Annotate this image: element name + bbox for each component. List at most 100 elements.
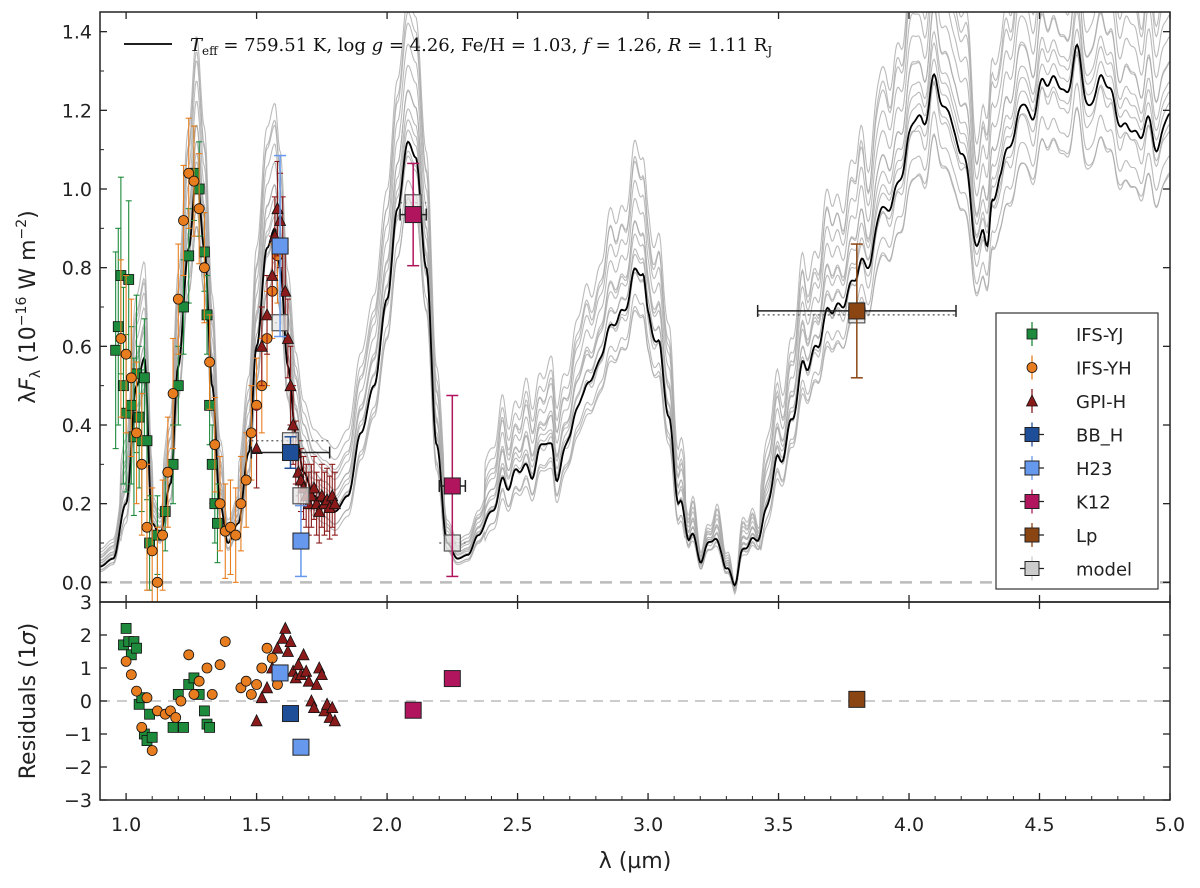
model-family-curve bbox=[100, 106, 1170, 591]
model-phot-square bbox=[292, 487, 310, 505]
data-point bbox=[157, 529, 169, 541]
y-tick-label: 1.4 bbox=[62, 22, 92, 44]
legend-label: model bbox=[1076, 560, 1132, 581]
legend-marker bbox=[1024, 527, 1040, 543]
best-fit-label: Teff = 759.51 K, log g = 4.26, Fe/H = 1.… bbox=[124, 35, 772, 58]
residual-point bbox=[271, 641, 284, 654]
data-point bbox=[313, 504, 326, 517]
residual-point bbox=[326, 700, 339, 713]
spectrum-y-axis-label: λFλ (10−16 W m−2) bbox=[14, 210, 44, 404]
data-point bbox=[279, 284, 292, 297]
residual-point bbox=[250, 713, 263, 727]
data-point bbox=[112, 321, 124, 333]
residual-point bbox=[201, 662, 213, 674]
y-tick-label: 0.0 bbox=[62, 572, 92, 594]
residual-phot-k12 bbox=[404, 701, 422, 719]
series-ifs-yh bbox=[115, 117, 283, 602]
data-point bbox=[141, 435, 153, 447]
residuals-panel-frame bbox=[99, 601, 1171, 801]
legend-marker bbox=[1025, 394, 1039, 407]
data-point bbox=[152, 576, 163, 588]
phot-h23 bbox=[292, 532, 310, 550]
residual-point bbox=[328, 713, 342, 727]
residual-point bbox=[214, 659, 226, 671]
residual-point bbox=[307, 700, 321, 713]
phot-bb-h bbox=[282, 444, 300, 462]
legend-entry-model: model bbox=[1020, 556, 1132, 581]
data-point bbox=[286, 418, 300, 431]
legend-marker bbox=[1026, 328, 1038, 340]
legend-marker bbox=[1026, 362, 1038, 373]
residual-point bbox=[318, 704, 331, 717]
residual-y-ticks: −3 −2 −1 0 1 2 bbox=[64, 625, 1170, 812]
model-family-curve bbox=[100, 12, 1160, 596]
residuals-panel: −3 −2 −1 0 1 2 1.0 1.5 2.0 2.5 3.0 3.5 4.0 4.5 5.0 Re… bbox=[16, 12, 1185, 874]
residual-point bbox=[300, 664, 313, 677]
legend-label: BB_H bbox=[1076, 426, 1123, 447]
legend-frame bbox=[995, 312, 1159, 590]
phot-k12 bbox=[443, 477, 461, 495]
spectrum-data-points bbox=[110, 117, 957, 602]
data-point bbox=[206, 458, 218, 470]
residual-point bbox=[284, 634, 297, 647]
residual-phot-h23 bbox=[271, 664, 289, 682]
x-tick-label: 5.0 bbox=[1155, 814, 1185, 836]
legend-marker bbox=[1024, 427, 1040, 442]
residual-point bbox=[193, 675, 205, 687]
x-tick-label: 1.0 bbox=[111, 814, 141, 836]
data-point bbox=[178, 215, 189, 226]
x-tick-label: 2.0 bbox=[372, 814, 402, 836]
data-point bbox=[281, 331, 295, 344]
y-tick-label: 0.8 bbox=[62, 258, 92, 280]
x-tick-label: 4.5 bbox=[1024, 814, 1054, 836]
x-tick-label: 3.0 bbox=[633, 814, 663, 836]
residual-point bbox=[315, 667, 328, 680]
residual-point bbox=[260, 680, 274, 694]
residual-point bbox=[251, 679, 262, 690]
data-point bbox=[136, 458, 148, 470]
y-tick-label: 1.0 bbox=[62, 179, 92, 201]
data-point bbox=[183, 167, 195, 179]
data-point bbox=[138, 372, 150, 384]
residual-point bbox=[310, 677, 323, 690]
data-point bbox=[193, 203, 205, 215]
residual-phot-lp bbox=[848, 690, 866, 708]
residual-point bbox=[175, 695, 187, 707]
residual-point bbox=[178, 722, 189, 733]
residual-point bbox=[131, 642, 142, 654]
data-point bbox=[123, 274, 135, 285]
residual-point bbox=[302, 674, 315, 687]
data-point bbox=[255, 339, 268, 352]
data-point bbox=[250, 441, 263, 455]
data-point bbox=[271, 201, 284, 215]
y-tick-label: 0.6 bbox=[62, 336, 92, 358]
y-tick-label: 0 bbox=[80, 691, 92, 713]
legend-label: GPI-H bbox=[1076, 392, 1126, 413]
data-point bbox=[198, 262, 210, 274]
data-point bbox=[172, 293, 184, 305]
residual-point bbox=[131, 685, 142, 697]
residual-point bbox=[188, 689, 200, 700]
data-point bbox=[146, 545, 158, 557]
residual-point bbox=[279, 621, 292, 634]
model-family-curve bbox=[100, 12, 1170, 586]
residual-point bbox=[292, 657, 305, 671]
data-point bbox=[167, 388, 179, 399]
residual-point bbox=[276, 631, 289, 644]
data-point bbox=[284, 378, 297, 392]
data-point bbox=[115, 333, 127, 344]
data-point bbox=[266, 268, 279, 281]
y-tick-label: 1.2 bbox=[62, 100, 92, 122]
residual-point bbox=[170, 712, 182, 723]
legend-entry-k12: K12 bbox=[1020, 489, 1111, 514]
residual-point bbox=[141, 692, 153, 704]
x-tick-label: 2.5 bbox=[502, 814, 532, 836]
residual-point bbox=[297, 647, 310, 661]
residual-point bbox=[183, 649, 195, 661]
model-family-curve bbox=[100, 12, 1157, 586]
residual-point bbox=[146, 745, 158, 756]
data-point bbox=[118, 380, 129, 392]
spectrum-panel: 0.0 0.2 0.4 0.6 0.8 1.0 1.2 1.4 3 Teff = 759.51… bbox=[14, 11, 1171, 614]
data-point bbox=[307, 481, 321, 494]
